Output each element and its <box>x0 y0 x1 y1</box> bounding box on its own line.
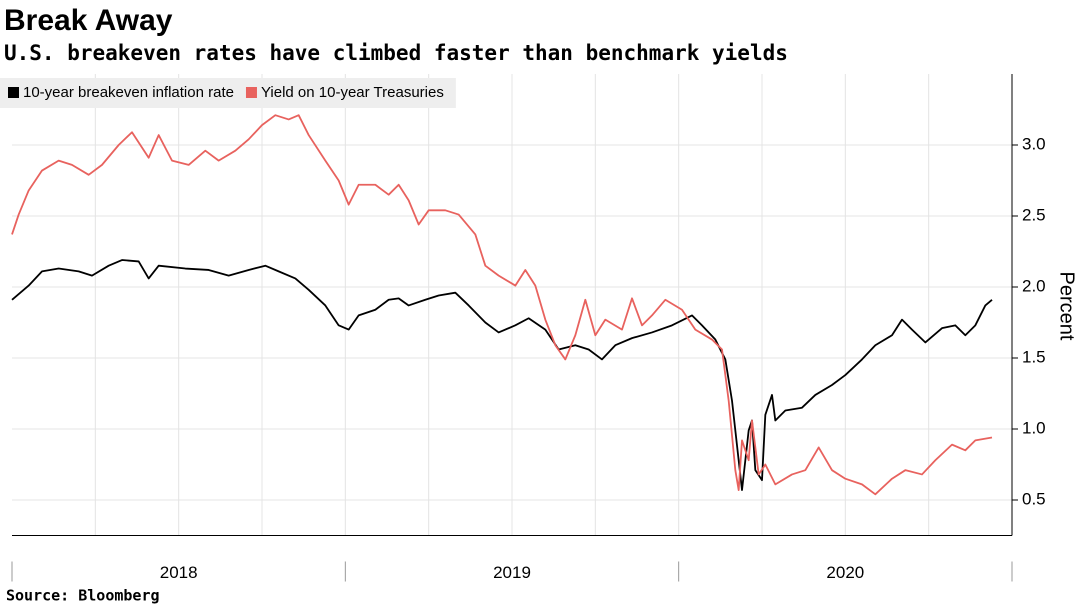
y-axis-label: Percent <box>1056 272 1078 341</box>
y-tick-label: 3.0 <box>1022 134 1046 153</box>
legend-swatch <box>245 87 257 98</box>
y-tick-label: 0.5 <box>1022 489 1046 508</box>
y-tick-label: 1.0 <box>1022 418 1046 437</box>
series-line <box>11 114 993 496</box>
x-tick-label: 2018 <box>160 563 198 582</box>
legend-background <box>0 78 456 108</box>
legend: 10-year breakeven inflation rate Yield on… <box>0 78 456 108</box>
y-tick-label: 2.5 <box>1022 205 1046 224</box>
y-tick-label: 1.5 <box>1022 347 1046 366</box>
chart-title: Break Away <box>4 4 173 37</box>
legend-label: 10-year breakeven inflation rate <box>23 84 234 101</box>
legend-swatch <box>8 87 19 98</box>
legend-label: Yield on 10-year Treasuries <box>261 84 444 101</box>
series-line <box>11 259 993 491</box>
chart-subtitle: U.S. breakeven rates have climbed faster… <box>4 41 788 65</box>
source: Source: Bloomberg <box>6 587 160 605</box>
x-tick-label: 2020 <box>826 563 864 582</box>
x-tick-label: 2019 <box>493 563 531 582</box>
y-tick-label: 2.0 <box>1022 276 1046 295</box>
